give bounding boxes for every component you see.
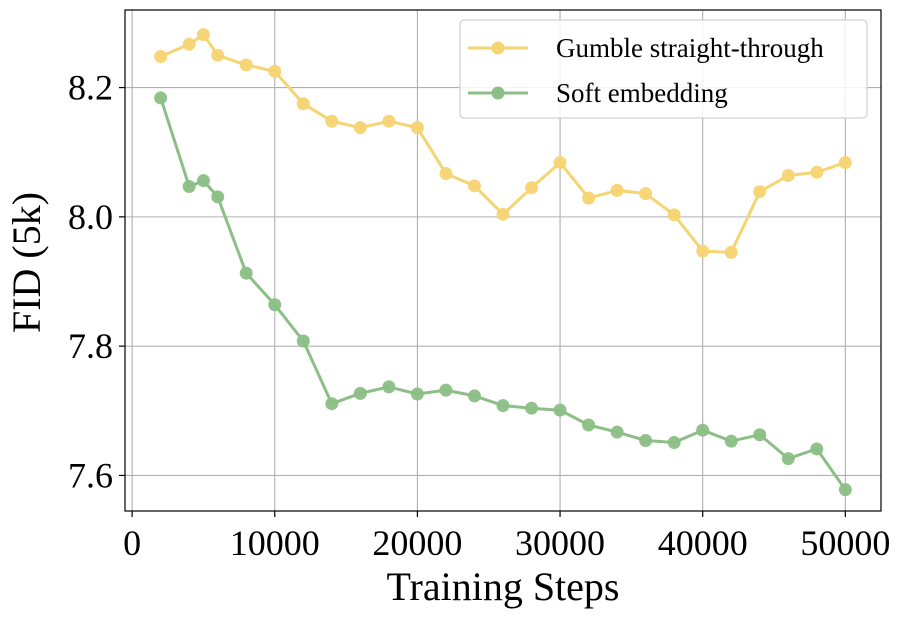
legend-label: Gumble straight-through (556, 33, 824, 63)
x-tick-label: 10000 (230, 523, 320, 563)
data-point (296, 334, 310, 348)
data-point (582, 418, 596, 432)
y-axis-label: FID (5k) (4, 192, 49, 333)
x-tick-label: 30000 (515, 523, 605, 563)
data-point (667, 208, 681, 222)
data-point (667, 435, 681, 449)
data-point (525, 181, 539, 195)
data-point (810, 165, 824, 179)
data-point (639, 434, 653, 448)
data-point (382, 380, 396, 394)
data-point (696, 423, 710, 437)
ticks: 0 10000 20000 30000 40000 50000 7.6 7.8 8.0 8.2 (68, 68, 890, 563)
data-point (781, 452, 795, 466)
series-gumble-straight-through (154, 28, 852, 259)
legend-box (459, 19, 868, 119)
series-soft-embedding (154, 91, 852, 497)
data-point (239, 266, 253, 280)
data-point (696, 244, 710, 258)
data-point (582, 191, 596, 205)
data-point (838, 156, 852, 170)
data-point (382, 114, 396, 128)
data-point (410, 121, 424, 135)
data-point (196, 28, 210, 42)
data-point (439, 167, 453, 181)
x-tick-label: 40000 (658, 523, 748, 563)
data-point (610, 425, 624, 439)
x-tick-label: 0 (123, 523, 141, 563)
data-point (239, 58, 253, 72)
data-point (211, 48, 225, 62)
data-point (353, 121, 367, 135)
x-tick-label: 50000 (800, 523, 890, 563)
data-point (810, 442, 824, 456)
data-point (553, 156, 567, 170)
data-point (268, 298, 282, 312)
y-tick-label: 8.2 (68, 68, 113, 108)
legend-label: Soft embedding (556, 78, 728, 108)
legend-swatch-marker (491, 86, 505, 100)
data-point (753, 185, 767, 199)
y-tick-label: 8.0 (68, 197, 113, 237)
data-point (467, 179, 481, 193)
legend-entry: Gumble straight-through (468, 33, 824, 63)
data-point (781, 168, 795, 182)
data-point (196, 174, 210, 188)
data-point (439, 383, 453, 397)
data-point (154, 91, 168, 105)
x-axis-label: Training Steps (386, 564, 619, 609)
data-point (753, 428, 767, 442)
data-point (496, 207, 510, 221)
data-point (496, 399, 510, 413)
data-point (211, 190, 225, 204)
data-point (268, 64, 282, 78)
data-point (353, 386, 367, 400)
legend: Gumble straight-through Soft embedding (459, 19, 868, 119)
data-point (525, 401, 539, 415)
data-point (467, 389, 481, 403)
series-group (154, 28, 852, 497)
y-tick-label: 7.6 (68, 455, 113, 495)
data-point (325, 397, 339, 411)
data-point (724, 245, 738, 259)
y-tick-label: 7.8 (68, 326, 113, 366)
data-point (296, 97, 310, 111)
data-point (724, 434, 738, 448)
data-point (154, 50, 168, 64)
data-point (325, 114, 339, 128)
series-line (159, 97, 847, 491)
data-point (553, 403, 567, 417)
x-tick-label: 20000 (372, 523, 462, 563)
data-point (838, 483, 852, 497)
data-point (610, 183, 624, 197)
legend-swatch-marker (491, 41, 505, 55)
data-point (639, 187, 653, 201)
plot-frame (124, 9, 882, 512)
data-point (410, 387, 424, 401)
legend-entry: Soft embedding (468, 78, 728, 108)
data-point (182, 37, 196, 51)
data-point (182, 179, 196, 193)
